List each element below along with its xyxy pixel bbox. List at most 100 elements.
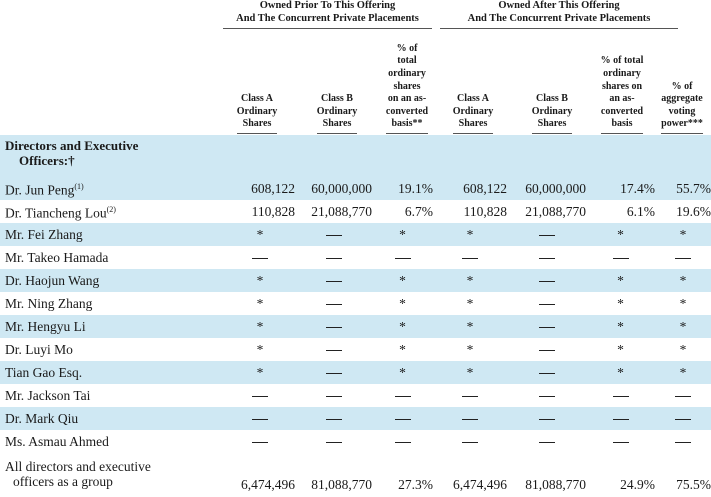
cell-prior-class-a — [225, 384, 295, 407]
cell-prior-class-b: 21,088,770 — [311, 204, 372, 219]
table-row: Tian Gao Esq. * * * * * — [0, 361, 711, 384]
person-name: Mr. Fei Zhang — [5, 227, 83, 242]
cell-prior-pct: * — [372, 223, 433, 246]
total-label-line2: officers as a group — [13, 473, 113, 489]
cell-after-class-b — [507, 269, 586, 292]
dash-mark — [394, 396, 411, 398]
cell-prior-pct: * — [372, 315, 433, 338]
cell-prior-class-a: * — [225, 269, 295, 292]
total-label-line1: All directors and executive — [5, 458, 151, 474]
cell-after-class-a — [433, 384, 507, 407]
cell-after-class-b: 81,088,770 — [525, 477, 586, 492]
cell-voting-power: * — [655, 269, 711, 292]
cell-prior-class-b: 60,000,000 — [295, 177, 372, 200]
dash-mark — [325, 396, 342, 398]
cell-after-class-a — [433, 430, 507, 453]
beneficial-ownership-table: Directors and Executive Officers:† Dr. J… — [0, 135, 711, 494]
cell-after-pct: 24.9% — [620, 477, 655, 492]
cell-prior-pct: * — [399, 342, 406, 357]
cell-prior-class-b — [295, 430, 372, 453]
cell-prior-pct: 6.7% — [404, 204, 433, 219]
dash-mark — [612, 396, 629, 398]
dash-mark — [325, 281, 342, 283]
dash-mark — [462, 258, 478, 260]
cell-after-class-b — [507, 361, 586, 384]
cell-after-class-a: * — [433, 315, 507, 338]
row-label: Mr. Jackson Tai — [0, 384, 225, 407]
table-row: Dr. Haojun Wang * * * * * — [0, 269, 711, 292]
cell-after-class-b — [507, 338, 586, 361]
dash-mark — [538, 419, 555, 421]
table-row: Dr. Luyi Mo * * * * * — [0, 338, 711, 361]
cell-after-pct: * — [586, 361, 655, 384]
cell-prior-class-b — [295, 292, 372, 315]
row-label: Mr. Fei Zhang — [0, 223, 225, 246]
cell-after-pct: * — [617, 342, 624, 357]
row-label: Ms. Asmau Ahmed — [0, 430, 225, 453]
col-header-after-pct-total: % of total ordinary shares on an as- con… — [592, 30, 652, 134]
cell-prior-pct: 27.3% — [398, 477, 433, 492]
cell-voting-power — [655, 246, 711, 269]
cell-prior-class-b: 81,088,770 — [311, 477, 372, 492]
cell-voting-power: 75.5% — [676, 477, 711, 492]
cell-voting-power: * — [679, 342, 687, 357]
cell-prior-class-a — [225, 430, 295, 453]
dash-mark — [394, 442, 411, 444]
dash-mark — [675, 442, 691, 444]
cell-prior-class-b — [295, 407, 372, 430]
col-header-prior-class-b: Class B Ordinary Shares — [304, 30, 370, 134]
dash-mark — [612, 419, 629, 421]
total-row: All directors and executive officers as a… — [0, 453, 711, 494]
cell-voting-power — [655, 430, 711, 453]
dash-mark — [538, 442, 555, 444]
dash-mark — [252, 258, 268, 260]
section-header-row: Directors and Executive Officers:† — [0, 135, 711, 177]
row-label: Mr. Takeo Hamada — [0, 246, 225, 269]
dash-mark — [538, 327, 555, 329]
cell-prior-pct — [372, 407, 433, 430]
dash-mark — [675, 258, 691, 260]
dash-mark — [325, 373, 342, 375]
cell-after-class-b — [507, 223, 586, 246]
cell-prior-class-b — [295, 384, 372, 407]
person-name: Dr. Jun Peng — [5, 182, 75, 198]
dash-mark — [462, 396, 478, 398]
cell-after-pct: * — [586, 315, 655, 338]
cell-prior-pct: * — [372, 269, 433, 292]
cell-after-class-b — [507, 292, 586, 315]
dash-mark — [394, 258, 411, 260]
dash-mark — [394, 419, 411, 421]
col-header-after-class-a: Class A Ordinary Shares — [444, 30, 502, 134]
cell-prior-class-a: 608,122 — [225, 177, 295, 200]
dash-mark — [538, 281, 555, 283]
dash-mark — [325, 442, 342, 444]
dash-mark — [538, 304, 555, 306]
cell-after-class-a — [433, 407, 507, 430]
person-name: Dr. Haojun Wang — [5, 273, 100, 288]
cell-prior-class-b — [295, 269, 372, 292]
cell-voting-power: * — [655, 223, 711, 246]
cell-after-class-b — [507, 407, 586, 430]
cell-after-class-a: 110,828 — [463, 204, 507, 219]
cell-after-class-a: * — [466, 296, 474, 311]
dash-mark — [325, 235, 342, 237]
dash-mark — [462, 419, 478, 421]
person-name: Mr. Ning Zhang — [5, 296, 93, 311]
person-name: Mr. Takeo Hamada — [5, 250, 109, 265]
table-row: Mr. Jackson Tai — [0, 384, 711, 407]
dash-mark — [252, 419, 268, 421]
row-label: Dr. Haojun Wang — [0, 269, 225, 292]
dash-mark — [538, 396, 555, 398]
dash-mark — [325, 350, 342, 352]
table-row: Dr. Jun Peng(1) 608,122 60,000,000 19.1% 608… — [0, 177, 711, 200]
cell-prior-class-a: * — [225, 315, 295, 338]
cell-after-class-b: 60,000,000 — [507, 177, 586, 200]
cell-voting-power: * — [679, 296, 687, 311]
dash-mark — [538, 373, 555, 375]
table-row: Dr. Mark Qiu — [0, 407, 711, 430]
cell-voting-power: 55.7% — [655, 177, 711, 200]
dash-mark — [252, 442, 268, 444]
cell-prior-class-a — [225, 246, 295, 269]
cell-voting-power: * — [655, 315, 711, 338]
row-label: Dr. Luyi Mo — [0, 338, 225, 361]
